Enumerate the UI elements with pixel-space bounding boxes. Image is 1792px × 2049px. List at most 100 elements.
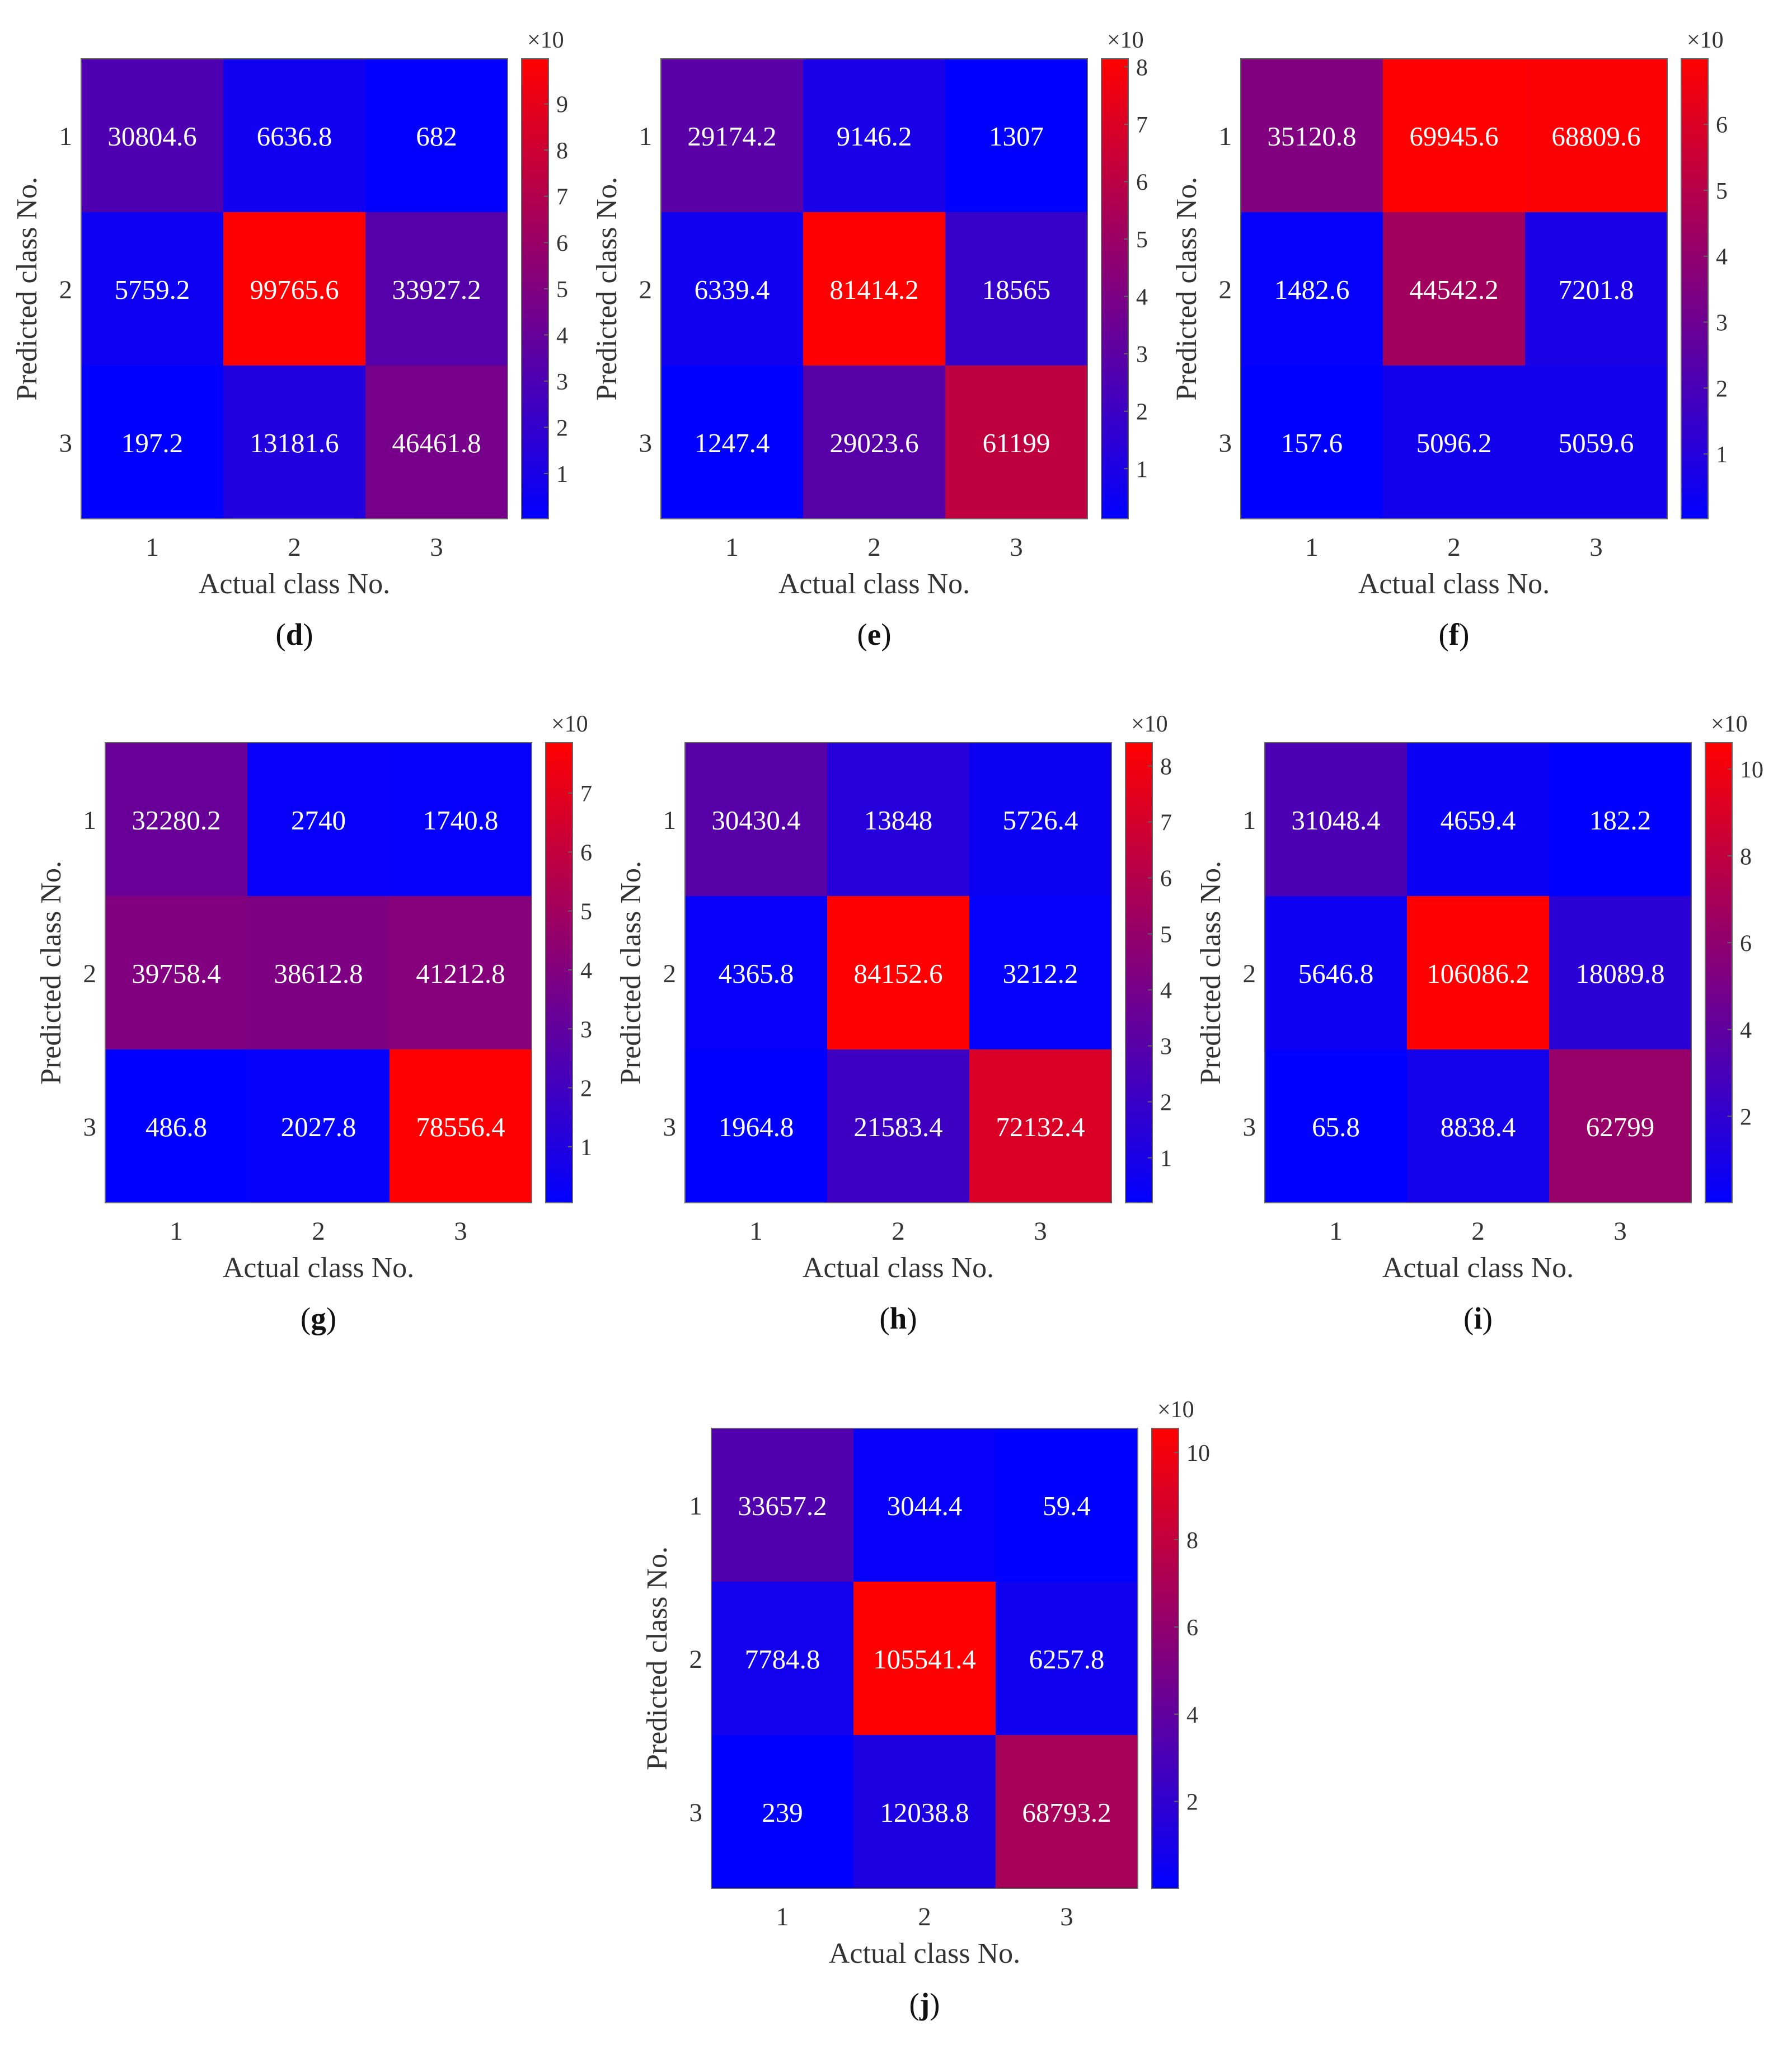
colorbar-tick-label: 5 — [556, 277, 568, 303]
y-tick-label: 2 — [59, 275, 73, 304]
plot-frame — [660, 58, 1088, 519]
heatmap-cell — [685, 743, 827, 896]
x-axis-label: Actual class No. — [223, 1252, 414, 1284]
cell-value-label: 29023.6 — [829, 428, 918, 458]
x-axis-label: Actual class No. — [829, 1938, 1020, 1970]
colorbar-tick-label: 4 — [556, 323, 568, 349]
y-tick-label: 1 — [1219, 122, 1232, 151]
colorbar-tick-label: 8 — [1740, 844, 1752, 870]
heatmap-cell — [365, 212, 508, 365]
colorbar — [1705, 742, 1733, 1203]
colorbar-tick-label: 8 — [1136, 55, 1148, 81]
x-tick-label: 3 — [1060, 1902, 1073, 1931]
y-tick-label: 1 — [663, 806, 677, 835]
colorbar-exponent-label: ×10 — [1107, 27, 1144, 53]
cell-value-label: 18089.8 — [1575, 958, 1664, 989]
heatmap-cell — [996, 1428, 1138, 1582]
x-axis-label: Actual class No. — [199, 568, 390, 600]
heatmap-cell — [945, 59, 1087, 212]
cell-value-label: 59.4 — [1043, 1490, 1091, 1521]
y-tick-label: 1 — [83, 806, 97, 835]
heatmap-cell — [365, 59, 508, 212]
heatmap-cell — [1525, 59, 1667, 212]
y-tick-label: 1 — [639, 122, 653, 151]
colorbar-exponent-label: ×10 — [551, 711, 588, 737]
colorbar-tick-label: 1 — [1716, 442, 1728, 468]
heatmap-cell — [945, 365, 1087, 519]
cell-value-label: 33927.2 — [392, 274, 481, 305]
cell-value-label: 62799 — [1586, 1112, 1655, 1142]
cell-value-label: 32280.2 — [132, 805, 221, 836]
colorbar — [1125, 742, 1153, 1203]
colorbar-tick-label: 2 — [1716, 376, 1728, 402]
colorbar-exponent-label: ×10 — [1131, 711, 1168, 737]
cell-value-label: 4365.8 — [719, 958, 794, 989]
cell-value-label: 9146.2 — [837, 121, 912, 152]
y-tick-label: 3 — [663, 1113, 677, 1142]
cell-value-label: 21583.4 — [853, 1112, 942, 1142]
heatmap-cell — [390, 1049, 532, 1203]
heatmap-cell — [105, 1049, 247, 1203]
heatmap-cell — [685, 1049, 827, 1203]
cell-value-label: 6339.4 — [695, 274, 770, 305]
cell-value-label: 486.8 — [146, 1112, 207, 1142]
colorbar-tick-label: 7 — [1160, 810, 1172, 836]
panel-caption: (h) — [879, 1301, 917, 1335]
x-tick-label: 2 — [288, 533, 301, 562]
heatmap-cell — [853, 1735, 996, 1888]
cell-value-label: 44542.2 — [1409, 274, 1498, 305]
colorbar-tick-label: 2 — [580, 1076, 592, 1102]
y-tick-label: 3 — [59, 429, 73, 458]
y-axis-label: Predicted class No. — [1171, 177, 1203, 401]
heatmap-cell — [247, 896, 390, 1049]
heatmap-cell — [223, 59, 365, 212]
x-tick-label: 3 — [454, 1217, 467, 1246]
heatmap-cell — [853, 1582, 996, 1735]
heatmap-cell — [969, 743, 1111, 896]
panel-caption: (j) — [909, 1987, 940, 2021]
cell-value-label: 68793.2 — [1022, 1797, 1111, 1828]
heatmap-cell — [803, 59, 945, 212]
cell-value-label: 35120.8 — [1267, 121, 1356, 152]
cell-value-label: 1964.8 — [719, 1112, 794, 1142]
heatmap-cell — [945, 212, 1087, 365]
x-tick-label: 2 — [867, 533, 881, 562]
heatmap-cell — [81, 365, 223, 519]
heatmap-cell — [223, 212, 365, 365]
heatmap-cell — [1549, 896, 1691, 1049]
colorbar-tick-label: 8 — [1160, 754, 1172, 780]
plot-frame — [711, 1428, 1138, 1889]
colorbar-tick-label: 5 — [580, 899, 592, 925]
heatmap-cell — [996, 1582, 1138, 1735]
cell-value-label: 6257.8 — [1029, 1644, 1105, 1675]
x-tick-label: 3 — [1613, 1217, 1627, 1246]
heatmap-cell — [969, 1049, 1111, 1203]
x-tick-label: 1 — [749, 1217, 763, 1246]
cell-value-label: 29174.2 — [687, 121, 776, 152]
colorbar-exponent-label: ×10 — [1711, 711, 1748, 737]
cell-value-label: 2740 — [291, 805, 346, 836]
y-tick-label: 2 — [639, 275, 653, 304]
confusion-matrix-panel-j: 33657.2 3044.4 59.4 7784.8 105541.4 6257.8 239… — [641, 1397, 1210, 2021]
heatmap-cell — [1241, 365, 1383, 519]
colorbar-tick-label: 4 — [580, 958, 592, 984]
heatmap-cell — [1383, 59, 1525, 212]
x-tick-label: 1 — [1305, 533, 1319, 562]
panel-caption: (e) — [857, 617, 891, 651]
heatmap-cell — [1549, 743, 1691, 896]
cell-value-label: 78556.4 — [416, 1112, 505, 1142]
plot-frame — [81, 58, 508, 519]
y-axis-label: Predicted class No. — [641, 1546, 673, 1770]
colorbar-tick-label: 6 — [1740, 931, 1752, 956]
plot-frame — [1240, 58, 1668, 519]
heatmap-cell — [661, 365, 803, 519]
cell-value-label: 81414.2 — [829, 274, 918, 305]
colorbar-tick-label: 1 — [1160, 1146, 1172, 1172]
cell-value-label: 1307 — [989, 121, 1044, 152]
y-tick-label: 2 — [663, 959, 677, 988]
cell-value-label: 6636.8 — [257, 121, 332, 152]
colorbar-tick-label: 2 — [1740, 1104, 1752, 1130]
y-tick-label: 3 — [689, 1798, 703, 1827]
cell-value-label: 5059.6 — [1559, 428, 1634, 458]
